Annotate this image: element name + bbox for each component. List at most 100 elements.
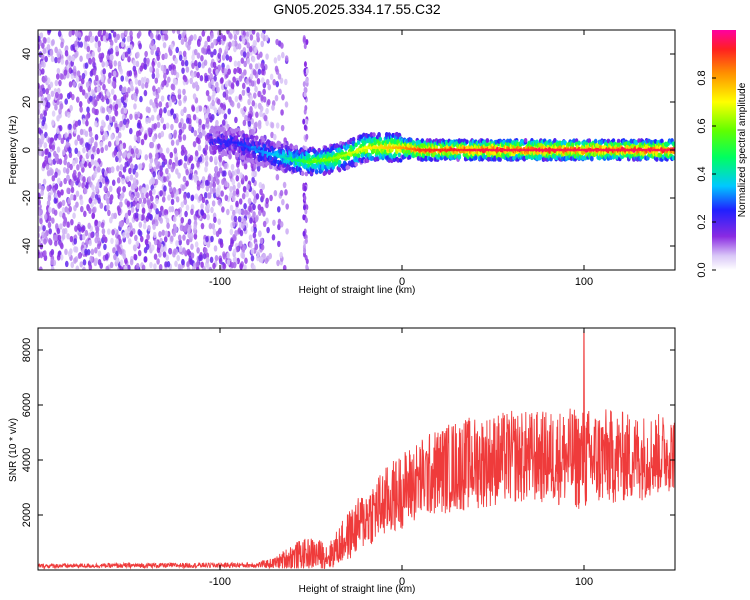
spectrogram-cell [109,116,113,123]
spectrogram-cell [168,248,173,255]
spectrogram-cell [577,140,581,146]
spectrogram-cell [172,77,177,85]
spectrogram-cell [164,230,169,237]
spectrogram-cell [165,254,170,261]
spectrogram-cell [241,37,246,45]
spectrogram-cell [270,131,274,139]
spectrogram-cell [172,215,177,223]
spectrogram-cell [69,235,74,243]
spectrogram-cell [222,253,227,260]
spectrogram-cell [144,154,149,161]
spectrogram-cell [100,146,104,154]
spectrogram-cell [82,259,87,266]
spectrogram-cell [191,105,196,112]
spectrogram-cell [218,154,222,161]
spectrogram-cell [43,250,47,257]
spectrogram-cell [108,196,113,203]
spectrogram-cell [126,200,131,207]
spectrogram-cell [120,108,125,115]
spectrogram-cell [305,118,309,125]
spectrogram-cell [117,186,122,193]
spectrogram-cell [89,255,93,263]
spectrogram-cell [239,240,243,247]
spectrogram-cell [74,120,79,128]
spectrogram-cell [182,247,186,254]
spectrogram-cell [190,243,194,250]
spectrogram-cell [272,79,277,86]
spectrogram-cell [212,149,217,155]
spectrogram-cell [241,222,245,229]
spectrogram-cell [68,30,73,38]
spectrogram-cell [254,216,259,223]
spectrogram-cell [104,133,109,140]
spectrogram-cell [143,89,148,97]
spectrogram-cell [277,73,282,80]
spectrogram-cell [377,132,381,137]
spectrogram-cell [122,166,127,173]
spectrogram-cell [185,66,190,73]
spectrogram-cell [196,161,200,168]
spectrogram-cell [43,123,48,131]
spectrogram-cell [210,235,214,243]
spectrogram-cell [163,185,167,192]
spectrogram-cell [235,188,240,195]
spectrogram-cell [83,43,88,50]
spectrogram-cell [217,52,222,59]
spectrogram-cell [179,245,183,253]
spectrogram-cell [204,112,209,119]
spectrogram-cell [46,200,51,207]
spectrogram-cell [85,114,89,121]
spectrogram-cell [156,114,161,121]
spectrogram-cell [187,39,192,46]
spectrogram-cell [203,247,208,254]
spectrogram-cell [184,210,188,218]
spectrogram-cell [38,192,41,199]
spectrogram-cell [79,55,83,62]
spectrogram-cell [201,123,206,131]
spectrogram-cell [251,30,256,35]
spectrogram-cell [112,31,117,38]
spectrogram-cell [281,198,285,206]
spectrogram-cell [213,38,217,46]
spectrogram-cell [190,194,195,202]
spectrogram-cell [101,95,105,103]
spectrogram-cell [204,205,209,212]
spectrogram-cell [196,52,201,59]
spectrogram-cell [280,109,284,116]
spectrogram-cell [180,59,185,67]
spectrogram-cell [177,88,182,95]
spectrogram-cell [264,257,269,264]
spectrogram-cell [161,80,165,88]
spectrogram-cell [55,127,60,135]
spectrogram-cell [151,72,156,80]
spectrogram-cell [42,116,47,123]
spectrogram-cell [156,121,161,129]
spectrogram-cell [590,155,594,161]
spectrogram-cell [168,158,173,166]
spectrogram-cell [245,78,249,85]
spectrogram-cell [118,170,123,178]
spectrogram-cell [248,46,253,53]
spectrogram-cell [267,83,272,91]
spectrogram-cell [302,214,306,221]
spectrogram-cell [77,252,82,260]
spectrogram-cell [114,36,118,44]
spectrogram-cell [211,99,215,107]
spectrogram-cell [51,119,55,126]
spectrogram-cell [38,127,42,134]
spectrogram-cell [256,165,261,172]
spectrogram-cell [76,134,81,142]
spectrogram-cell [407,154,412,160]
spectrogram-cell [81,182,85,189]
spectrogram-cell [88,239,92,247]
spectrogram-cell [122,253,127,260]
spectrogram-cell [55,73,60,80]
spectrogram-cell [176,30,181,35]
spectrogram-cell [202,106,207,114]
spectrogram-cell [74,40,78,47]
spectrogram-cell [259,105,264,112]
spectrogram-cell [57,133,62,141]
spectrogram-cell [141,192,145,200]
spectrogram-cell [213,107,218,114]
spectrogram-cell [243,60,247,68]
